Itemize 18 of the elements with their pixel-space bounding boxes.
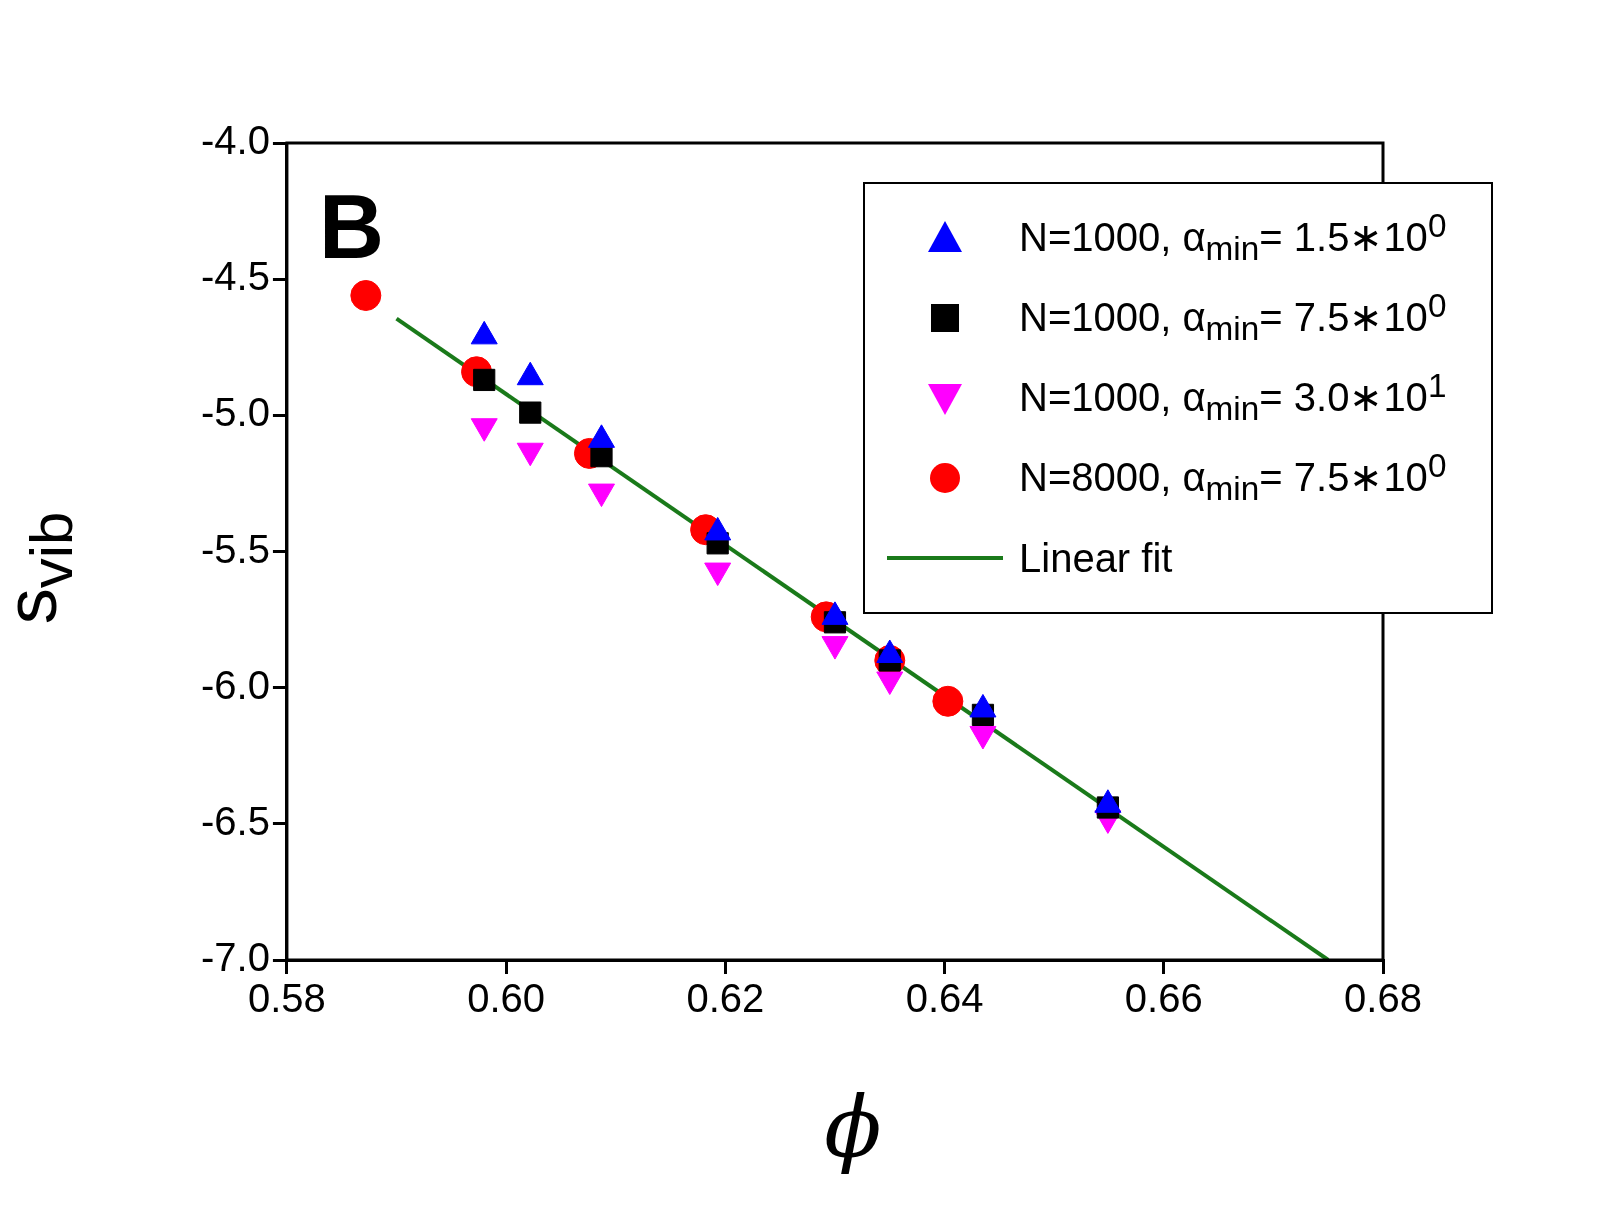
y-tick-label: -4.5 xyxy=(200,254,270,299)
x-tick-label: 0.64 xyxy=(905,976,984,1021)
y-tick-label: -6.5 xyxy=(200,798,270,843)
y-tick-label: -5.5 xyxy=(200,526,270,571)
x-axis-title: ϕ xyxy=(824,1078,882,1176)
x-tick-label: 0.66 xyxy=(1124,976,1203,1021)
x-tick-label: 0.62 xyxy=(686,976,765,1021)
y-tick-label: -6.0 xyxy=(200,662,270,707)
legend-label: N=8000, α$_{min}$= 7.5∗10$^{0}$ xyxy=(1019,447,1447,509)
legend-label: N=1000, α$_{min}$= 7.5∗10$^{0}$ xyxy=(1019,287,1447,349)
legend-label: N=1000, α$_{min}$= 3.0∗10$^{1}$ xyxy=(1019,367,1447,429)
x-tick-label: 0.60 xyxy=(467,976,546,1021)
x-tick-label: 0.68 xyxy=(1344,976,1422,1021)
y-tick-label: -4.0 xyxy=(200,118,270,163)
y-tick-label: -5.0 xyxy=(200,390,270,435)
legend-label: Linear fit xyxy=(1019,535,1173,581)
annotation: B xyxy=(318,176,384,277)
legend-label: N=1000, α$_{min}$= 1.5∗10$^{0}$ xyxy=(1019,207,1447,269)
